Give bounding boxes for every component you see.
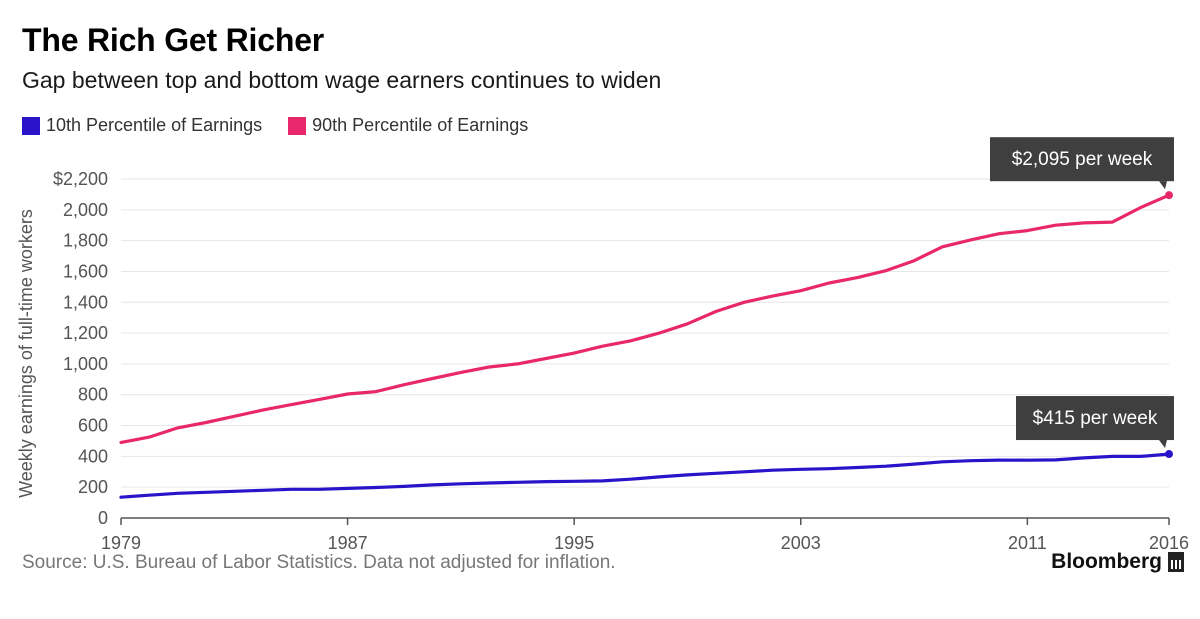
legend-item-10th: 10th Percentile of Earnings bbox=[22, 115, 262, 136]
bloomberg-logo: Bloomberg bbox=[1051, 550, 1184, 574]
callout-box bbox=[990, 137, 1174, 182]
legend-swatch-10th bbox=[22, 116, 40, 135]
chart-subtitle: Gap between top and bottom wage earners … bbox=[22, 67, 662, 93]
series-line-1 bbox=[119, 193, 1171, 445]
y-tick-label: 0 bbox=[98, 508, 108, 528]
callouts: $2,095 per week $415 per week bbox=[990, 137, 1174, 459]
y-tick-label: 600 bbox=[78, 416, 108, 436]
y-axis-label: Weekly earnings of full-time workers bbox=[16, 209, 36, 498]
callout-label: $2,095 per week bbox=[1012, 149, 1153, 170]
callout-box bbox=[1016, 396, 1174, 441]
y-tick-label: 1,200 bbox=[63, 323, 108, 343]
y-tick-label: 1,000 bbox=[63, 354, 108, 374]
gridlines bbox=[121, 178, 1169, 488]
source-note: Source: U.S. Bureau of Labor Statistics.… bbox=[22, 552, 616, 573]
legend-label-10th: 10th Percentile of Earnings bbox=[46, 115, 263, 135]
y-tick-label: 1,400 bbox=[63, 292, 108, 312]
data-point-end bbox=[1165, 450, 1173, 459]
series-lines bbox=[119, 193, 1171, 499]
x-tick-label: 1979 bbox=[101, 533, 141, 553]
y-tick-label: $2,200 bbox=[53, 169, 108, 189]
series-line-0 bbox=[119, 452, 1171, 499]
x-axis: 1979 1987 1995 2003 2011 2016 bbox=[101, 517, 1189, 553]
y-tick-label: 800 bbox=[78, 385, 108, 405]
chart-title: The Rich Get Richer bbox=[22, 22, 325, 58]
callout-label: $415 per week bbox=[1033, 408, 1158, 429]
legend-label-90th: 90th Percentile of Earnings bbox=[312, 115, 529, 135]
x-tick-label: 2016 bbox=[1149, 533, 1189, 553]
logo-text: Bloomberg bbox=[1051, 550, 1162, 573]
callout-pointer bbox=[1159, 181, 1167, 190]
y-tick-label: 1,800 bbox=[63, 231, 108, 251]
bloomberg-terminal-icon bbox=[1168, 552, 1184, 572]
x-tick-label: 1995 bbox=[554, 533, 594, 553]
callout-pointer bbox=[1159, 440, 1167, 449]
x-tick-label: 2011 bbox=[1008, 533, 1047, 553]
legend-item-90th: 90th Percentile of Earnings bbox=[288, 115, 528, 136]
y-tick-label: 200 bbox=[78, 477, 108, 497]
y-axis-ticks: 0 200 400 600 800 1,000 1,200 1,400 1,600 1,800 2,… bbox=[53, 169, 108, 528]
x-tick-label: 1987 bbox=[328, 533, 368, 553]
legend-swatch-90th bbox=[288, 116, 307, 135]
y-tick-label: 400 bbox=[78, 446, 108, 466]
y-tick-label: 1,600 bbox=[63, 261, 108, 281]
y-tick-label: 2,000 bbox=[63, 200, 108, 220]
x-tick-label: 2003 bbox=[781, 533, 821, 553]
legend: 10th Percentile of Earnings 90th Percent… bbox=[22, 115, 528, 136]
data-point-end bbox=[1165, 191, 1173, 200]
